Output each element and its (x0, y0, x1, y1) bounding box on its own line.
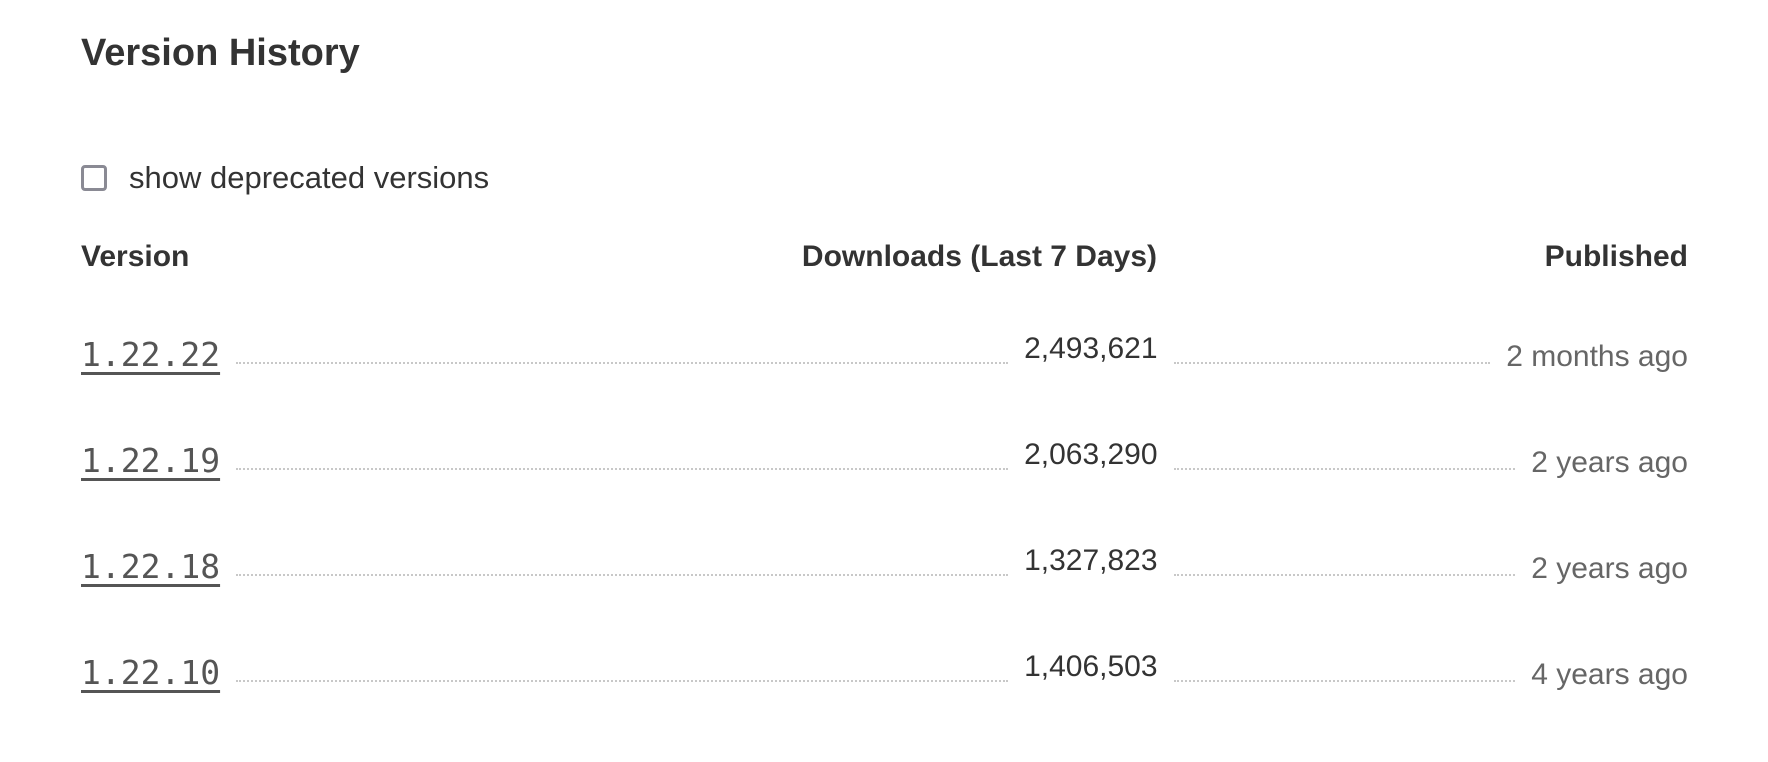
column-published: Published (1544, 240, 1688, 273)
table-row: 1.22.18 1,327,823 2 years ago (81, 536, 1688, 586)
downloads-count: 1,406,503 (1024, 650, 1158, 683)
dotted-leader (1173, 680, 1516, 682)
section-title: Version History (81, 32, 360, 74)
table-row: 1.22.19 2,063,290 2 years ago (81, 430, 1688, 480)
version-link[interactable]: 1.22.10 (81, 653, 221, 692)
column-downloads: Downloads (Last 7 Days) (801, 240, 1157, 273)
dotted-leader (236, 468, 1009, 470)
published-date: 2 years ago (1531, 446, 1688, 479)
checkbox-icon[interactable] (81, 165, 107, 191)
published-date: 2 months ago (1506, 340, 1688, 373)
downloads-count: 2,493,621 (1024, 332, 1158, 365)
show-deprecated-checkbox[interactable]: show deprecated versions (81, 160, 489, 196)
version-link[interactable]: 1.22.18 (81, 547, 221, 586)
dotted-leader (236, 680, 1009, 682)
version-link[interactable]: 1.22.22 (81, 335, 221, 374)
dotted-leader (1173, 362, 1491, 364)
checkbox-label: show deprecated versions (129, 160, 490, 195)
downloads-count: 1,327,823 (1024, 544, 1158, 577)
dotted-leader (236, 574, 1009, 576)
table-row: 1.22.22 2,493,621 2 months ago (81, 324, 1688, 374)
dotted-leader (236, 362, 1009, 364)
table-row: 1.22.10 1,406,503 4 years ago (81, 642, 1688, 692)
table-header: Version Downloads (Last 7 Days) Publishe… (81, 240, 1688, 274)
dotted-leader (1173, 468, 1516, 470)
column-version: Version (81, 240, 190, 273)
published-date: 4 years ago (1531, 658, 1688, 691)
version-link[interactable]: 1.22.19 (81, 441, 221, 480)
published-date: 2 years ago (1531, 552, 1688, 585)
dotted-leader (1173, 574, 1516, 576)
downloads-count: 2,063,290 (1024, 438, 1158, 471)
